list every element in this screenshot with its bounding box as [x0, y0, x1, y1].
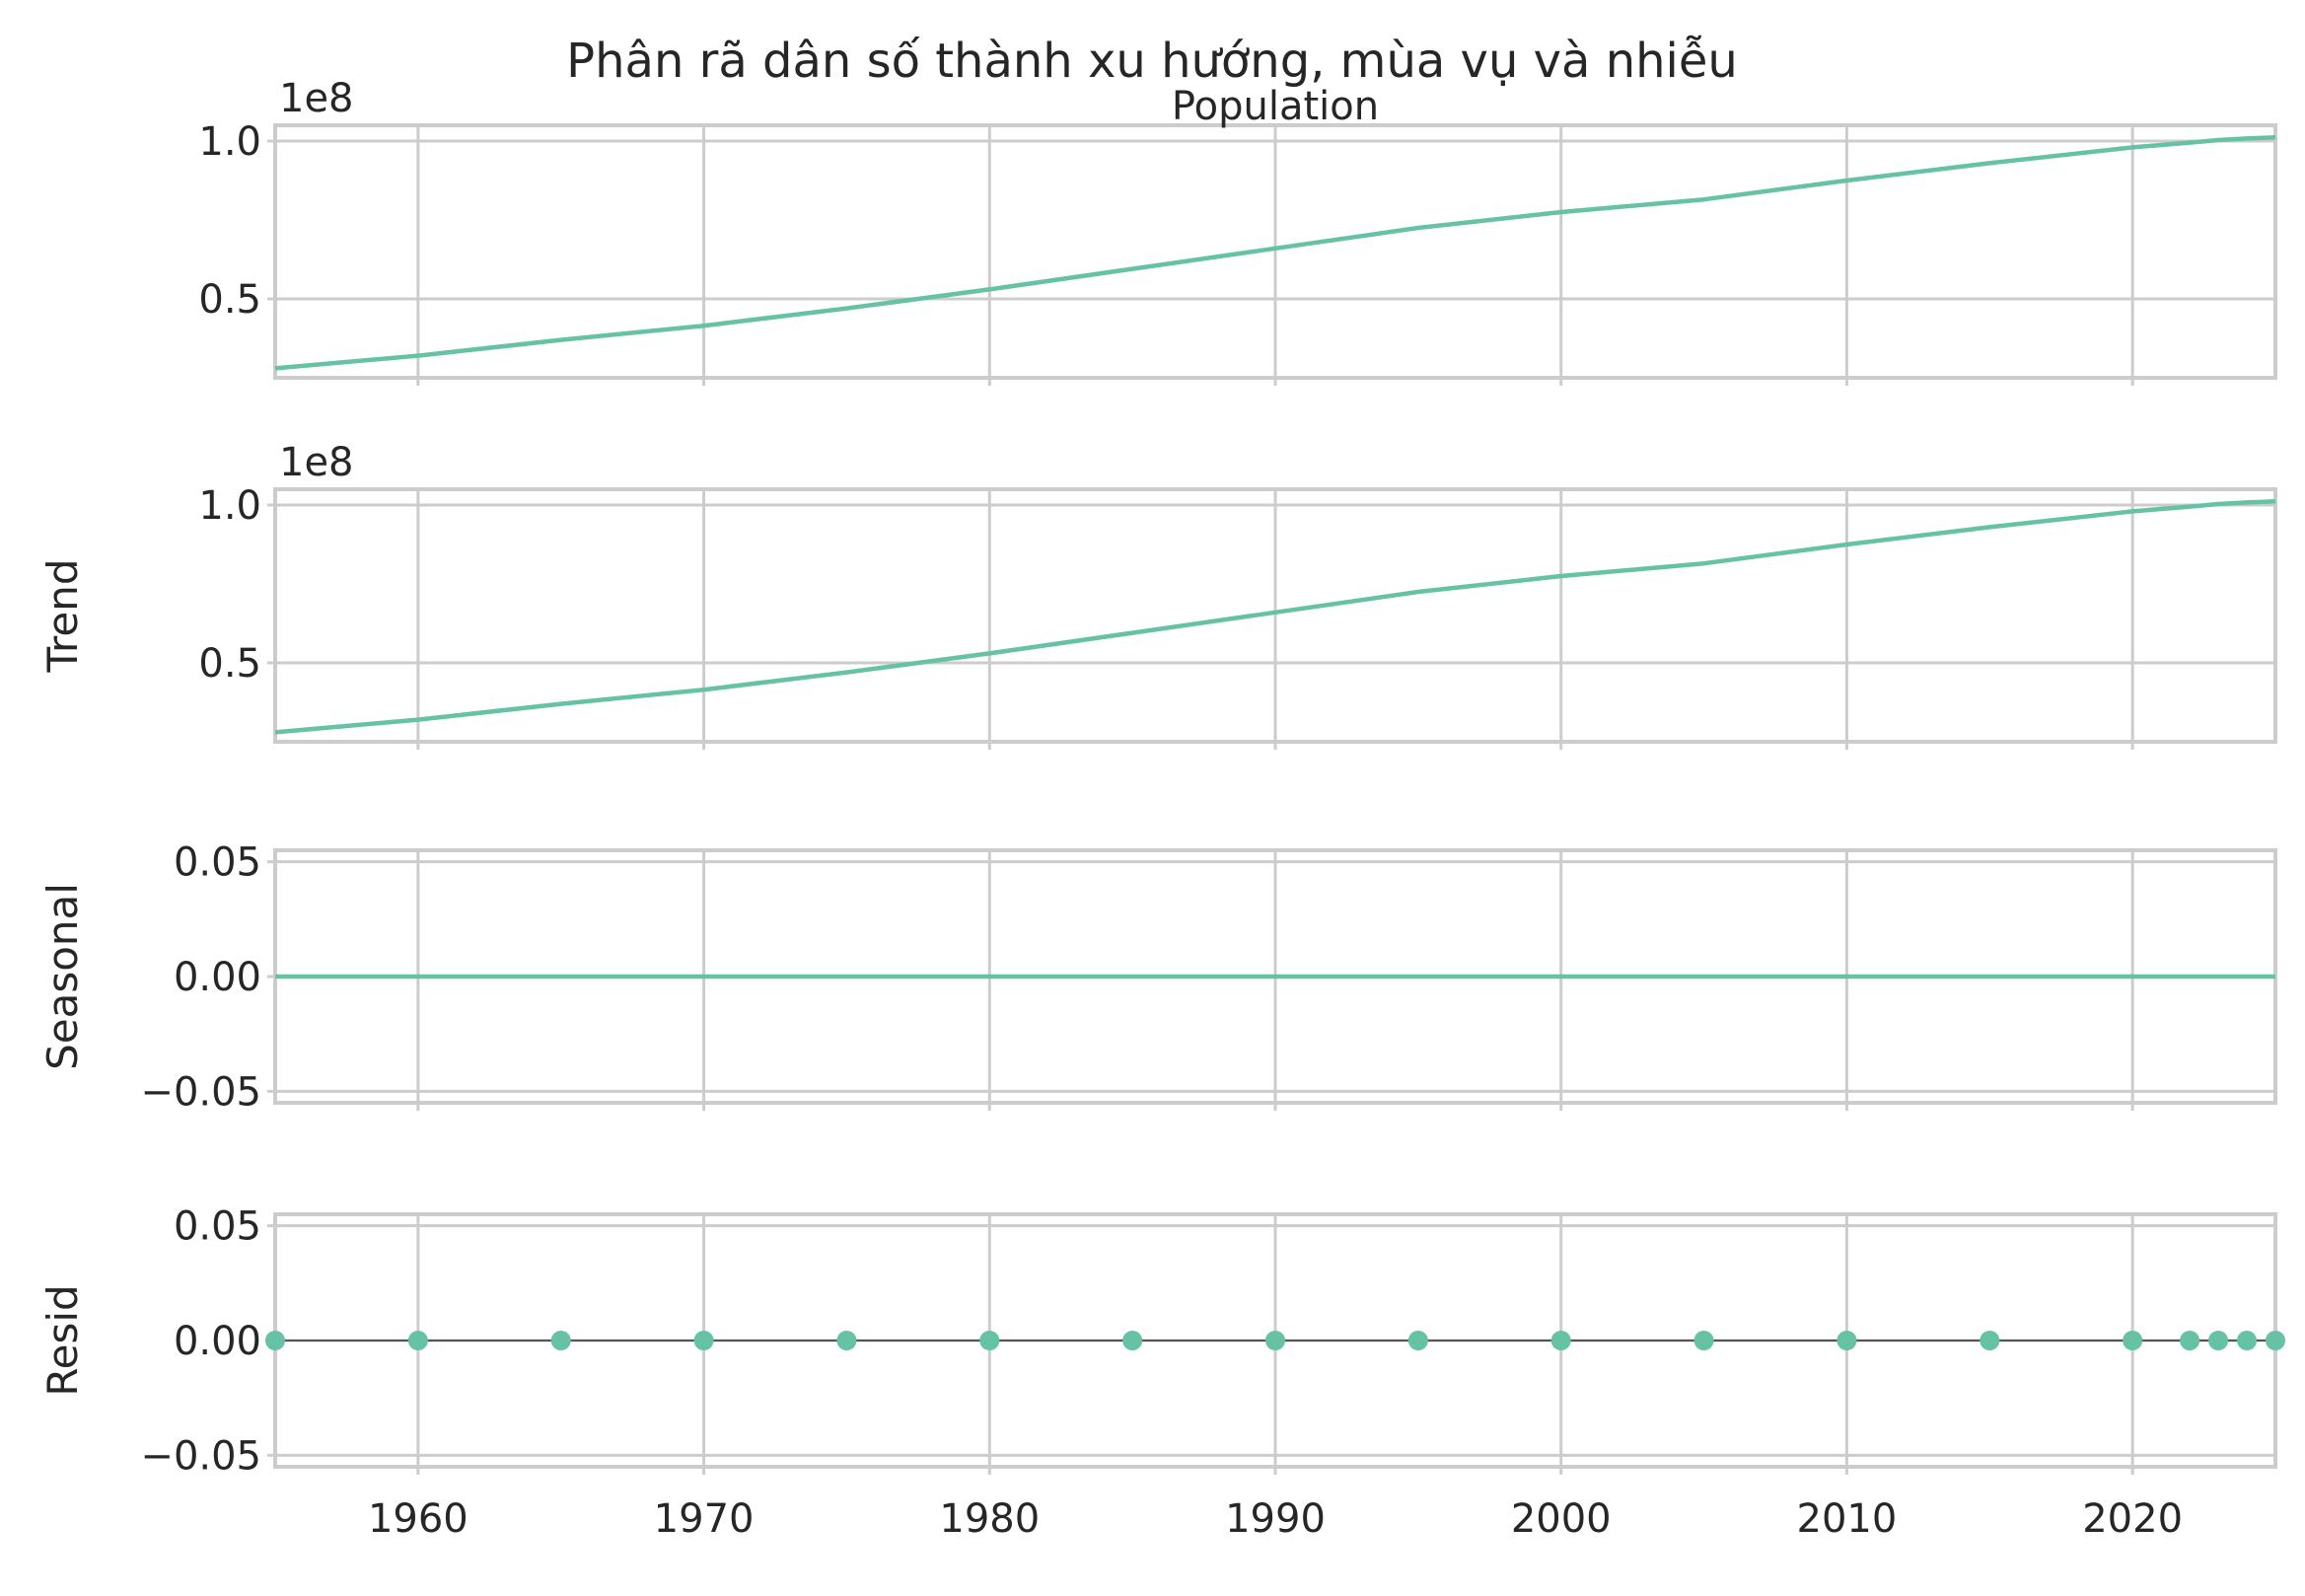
panels: 0.5 1.0 1e8 Population 0.5 1.0 1e8 Trend −0.05 0.…: [38, 76, 2285, 1542]
resid-ytick-label: −0.05: [140, 1433, 261, 1479]
trend-ylabel: Trend: [38, 559, 87, 674]
trend-axes-frame: [273, 487, 2277, 744]
resid-ytick-label: 0.05: [174, 1204, 261, 1250]
trend-panel: 0.5 1.0 1e8 Trend: [38, 440, 2277, 750]
seasonal-ytick-label: 0.00: [174, 955, 261, 1000]
trend-series-line: [274, 498, 2276, 735]
seasonal-ytick-label: 0.05: [174, 840, 261, 886]
resid-point-1975: [836, 1331, 857, 1350]
resid-point-1955: [265, 1331, 285, 1350]
observed-series-line: [274, 134, 2276, 371]
observed-panel-title: Population: [1172, 84, 1379, 129]
resid-xtick-label: 2010: [1797, 1496, 1898, 1542]
resid-xtick-label: 2000: [1511, 1496, 1612, 1542]
resid-point-2005: [1693, 1331, 1714, 1350]
observed-panel: 0.5 1.0 1e8 Population: [198, 76, 2277, 386]
resid-point-2025: [2266, 1331, 2285, 1350]
resid-point-2022: [2180, 1331, 2200, 1350]
observed-axes-frame: [273, 123, 2277, 380]
resid-point-1965: [550, 1331, 571, 1350]
trend-ytick-label: 0.5: [198, 641, 261, 687]
trend-ytick-label: 1.0: [198, 483, 261, 529]
resid-point-2010: [1837, 1331, 1857, 1350]
resid-point-2023: [2208, 1331, 2229, 1350]
resid-xtick-label: 1980: [939, 1496, 1040, 1542]
seasonal-ylabel: Seasonal: [38, 883, 87, 1070]
observed-ytick-label: 1.0: [198, 119, 261, 165]
trend-offset-label: 1e8: [279, 440, 354, 485]
seasonal-ytick-label: −0.05: [140, 1069, 261, 1115]
resid-point-1995: [1407, 1331, 1428, 1350]
resid-xtick-label: 2020: [2082, 1496, 2183, 1542]
resid-ylabel: Resid: [38, 1284, 87, 1396]
resid-point-1985: [1122, 1331, 1143, 1350]
resid-point-2024: [2237, 1331, 2258, 1350]
figure-suptitle: Phân rã dân số thành xu hướng, mùa vụ và…: [566, 34, 1738, 89]
observed-offset-label: 1e8: [279, 76, 354, 121]
resid-point-2020: [2123, 1331, 2143, 1350]
resid-point-2015: [1980, 1331, 2000, 1350]
resid-xtick-label: 1990: [1225, 1496, 1326, 1542]
resid-point-2000: [1550, 1331, 1571, 1350]
resid-panel: −0.05 0.00 0.05 Resid 1960 1970 1980 1990 2000 20…: [38, 1204, 2285, 1542]
seasonal-panel: −0.05 0.00 0.05 Seasonal: [38, 840, 2277, 1115]
resid-point-1980: [979, 1331, 1000, 1350]
resid-xtick-label: 1960: [368, 1496, 468, 1542]
resid-point-1960: [407, 1331, 428, 1350]
observed-ytick-label: 0.5: [198, 277, 261, 323]
resid-ytick-label: 0.00: [174, 1319, 261, 1364]
resid-point-1990: [1265, 1331, 1285, 1350]
resid-xtick-label: 1970: [654, 1496, 755, 1542]
resid-point-1970: [693, 1331, 714, 1350]
